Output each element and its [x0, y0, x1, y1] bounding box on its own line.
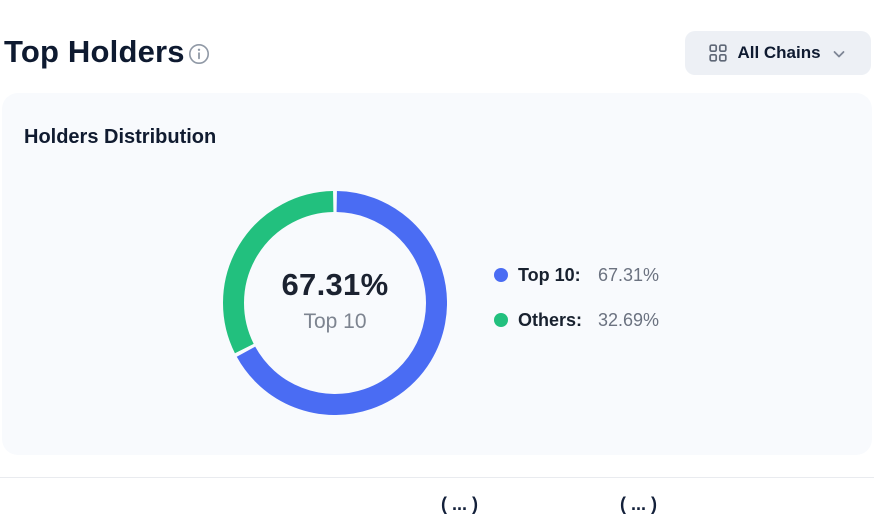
donut-segment-others[interactable] [223, 191, 334, 354]
donut-segment-top-10[interactable] [236, 191, 447, 415]
section-divider [0, 477, 874, 478]
legend-dot-others [494, 313, 508, 327]
chevron-down-icon [831, 44, 847, 62]
legend-value: 67.31% [598, 264, 660, 285]
all-chains-button[interactable]: All Chains [685, 31, 871, 75]
donut-chart [223, 191, 447, 415]
page-title: Top Holders [4, 34, 185, 69]
legend-dot-top10 [494, 268, 508, 282]
legend-item-top10[interactable]: Top 10: 67.31% [494, 264, 659, 286]
all-chains-label: All Chains [737, 43, 821, 62]
legend-item-others[interactable]: Others: 32.69% [494, 309, 659, 331]
legend-value: 32.69% [598, 309, 660, 330]
card-title: Holders Distribution [24, 126, 217, 148]
clipped-section-text: ( ... ) [441, 494, 478, 514]
page-header: Top Holders All Chains [0, 0, 874, 93]
grid-icon [709, 44, 728, 62]
info-icon[interactable] [188, 43, 210, 65]
clipped-section-text: ( ... ) [620, 494, 657, 514]
legend-label: Others: [518, 309, 583, 330]
holders-donut-chart [223, 191, 447, 415]
legend-label: Top 10: [518, 264, 581, 285]
chart-legend: Top 10: 67.31% Others: 32.69% [494, 264, 659, 331]
